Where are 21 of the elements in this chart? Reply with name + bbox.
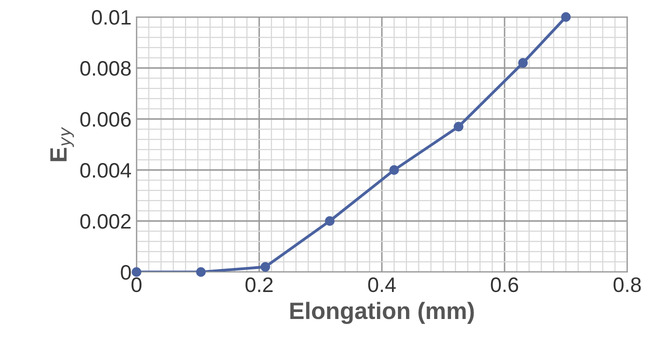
point: [561, 12, 571, 22]
x-tick-label: 0.2: [246, 277, 273, 292]
point: [518, 58, 528, 68]
y-tick-label: 0.004: [80, 163, 132, 178]
point: [260, 262, 270, 272]
point: [454, 122, 464, 132]
x-tick-label: 0.6: [490, 277, 518, 292]
point: [132, 267, 142, 277]
y-tick-label: 0.01: [92, 10, 131, 25]
point: [389, 165, 400, 175]
x-tick-label: 0.8: [614, 277, 641, 292]
x-tick-label: 0: [132, 277, 142, 292]
x-tick-label: 0.4: [368, 277, 396, 292]
point: [196, 267, 206, 277]
point: [324, 216, 335, 226]
y-axis-title: E$_{yy}$: [50, 126, 74, 162]
y-tick-label: 0.002: [80, 214, 131, 229]
x-axis-title: Elongation (mm): [290, 302, 474, 324]
y-tick-label: 0.008: [80, 61, 131, 76]
y-tick-label: 0.006: [80, 112, 131, 127]
y-tick-label: 0: [120, 265, 131, 280]
